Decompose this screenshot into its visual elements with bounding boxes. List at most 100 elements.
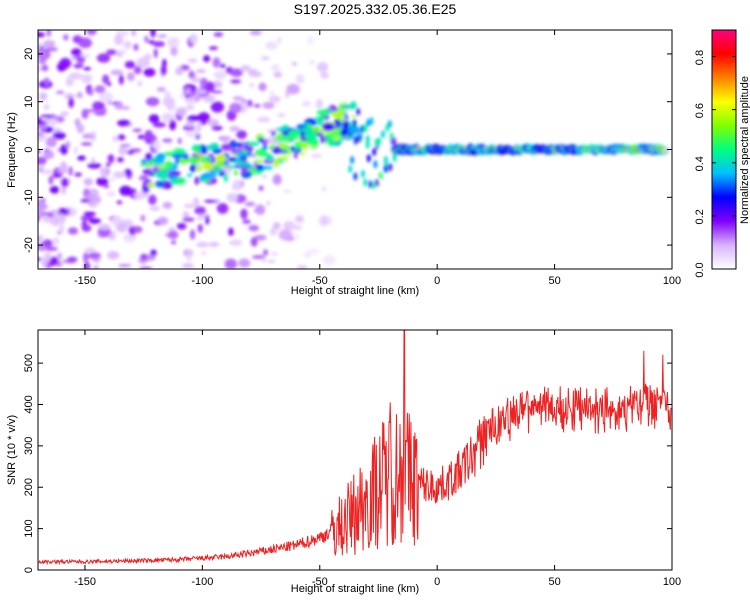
- spectrogram-blob: [275, 157, 289, 161]
- spectrogram-blob: [214, 163, 224, 168]
- spectrogram-blob: [273, 71, 283, 78]
- spectrogram-blob: [61, 185, 66, 195]
- spectrogram-blob: [279, 149, 289, 154]
- spectrogram-blob: [350, 156, 355, 165]
- spectrogram-blob: [323, 112, 329, 116]
- spectrogram-blob: [117, 134, 126, 141]
- spectrogram-blob: [116, 52, 123, 58]
- spectrogram-blob: [266, 201, 271, 206]
- spectrogram-blob: [200, 178, 212, 182]
- spectrogram-blob: [52, 173, 62, 179]
- spectrogram-blob: [177, 137, 182, 145]
- spectrogram-blob: [258, 185, 264, 191]
- spectrogram-blob: [262, 102, 275, 109]
- spectrogram-blob: [38, 58, 47, 65]
- spectrogram-blob: [96, 177, 109, 186]
- spectrogram-blob: [107, 154, 115, 164]
- spectrogram-blob: [40, 114, 55, 119]
- spectrogram-blob: [49, 185, 60, 194]
- spectrogram-blob: [342, 121, 351, 128]
- spectrogram-blob: [169, 119, 177, 131]
- spectrogram-blob: [196, 241, 209, 248]
- spectrogram-blob: [60, 144, 68, 155]
- spectrogram-blob: [94, 85, 106, 94]
- spectrogram-blob: [333, 128, 342, 132]
- spectrogram-blob: [44, 77, 50, 87]
- spectrogram-blob: [197, 223, 204, 233]
- spectrogram-blob: [240, 64, 251, 72]
- spectrogram-blob: [201, 156, 213, 162]
- spectrogram-blob: [48, 175, 54, 185]
- snr-ytick-label: 300: [23, 437, 35, 455]
- spectrogram-blob: [157, 34, 168, 38]
- spectrogram-blob: [83, 177, 93, 186]
- spectrogram-blob: [74, 172, 82, 177]
- spectrogram-blob: [63, 34, 69, 41]
- spectrogram-blob: [38, 31, 46, 38]
- snr-xtick-label: -150: [74, 576, 96, 588]
- spectrogram-blob: [88, 218, 102, 225]
- spectrogram-blob: [347, 126, 362, 135]
- spectrogram-blob: [83, 252, 89, 263]
- spectrogram-blob: [144, 129, 154, 141]
- spectrogram-blob: [234, 164, 241, 169]
- spectrogram-blob: [224, 258, 238, 269]
- spectrogram-blob: [338, 110, 345, 118]
- spectrogram-blob: [291, 61, 298, 66]
- spectrogram-blob: [254, 204, 266, 215]
- spectrogram-blob: [188, 156, 199, 164]
- spectrogram-blob: [295, 74, 305, 84]
- spectrogram-blob: [142, 184, 150, 194]
- spectrogram-blob: [67, 256, 78, 263]
- spectrogram-ytick-label: 20: [23, 48, 35, 60]
- spectrogram-blob: [330, 111, 339, 116]
- spectrogram-blob: [137, 80, 143, 87]
- snr-series-line: [38, 330, 672, 566]
- spectrogram-blob: [52, 236, 60, 246]
- spectrogram-blob: [228, 227, 234, 237]
- spectrogram-blob: [118, 74, 124, 85]
- spectrogram-blob: [182, 211, 190, 220]
- spectrogram-blob: [223, 160, 230, 166]
- spectrogram-blob: [241, 172, 250, 179]
- spectrogram-blob: [143, 53, 153, 60]
- spectrogram-blob: [350, 101, 357, 110]
- spectrogram-blob: [94, 111, 107, 116]
- spectrogram-blob: [150, 30, 156, 38]
- spectrogram-blob: [196, 216, 204, 221]
- spectrogram-blob: [176, 107, 188, 117]
- spectrogram-blob: [238, 258, 251, 268]
- spectrogram-blob: [161, 112, 175, 123]
- spectrogram-blob: [236, 130, 247, 140]
- spectrogram-blob: [132, 226, 143, 234]
- spectrogram-blob: [381, 130, 386, 139]
- spectrogram-blob: [185, 88, 192, 95]
- spectrogram-blob: [133, 192, 143, 198]
- spectrogram-blob: [46, 30, 51, 37]
- spectrogram-blob: [365, 135, 370, 144]
- spectrogram-blob: [182, 262, 194, 269]
- spectrogram-blob: [38, 149, 42, 154]
- spectrogram-blob: [323, 254, 336, 266]
- spectrogram-blob: [41, 258, 48, 268]
- spectrogram-blob: [258, 82, 267, 92]
- spectrogram-blob: [118, 146, 128, 156]
- spectrogram-blob: [339, 104, 353, 110]
- spectrogram-blob: [186, 115, 201, 122]
- spectrogram-blob: [310, 153, 323, 158]
- spectrogram-blob: [147, 40, 155, 44]
- spectrogram-blob: [333, 119, 341, 125]
- spectrogram-blob: [388, 163, 393, 172]
- spectrogram-blob: [262, 249, 269, 256]
- spectrogram-blob: [324, 108, 333, 113]
- spectrogram-blob: [57, 207, 69, 217]
- spectrogram-blob: [319, 215, 330, 226]
- spectrogram-blob: [196, 89, 208, 95]
- spectrogram-blob: [117, 119, 131, 127]
- spectrogram-blob: [109, 178, 115, 182]
- spectrogram-blob: [123, 40, 132, 50]
- spectrogram-blob: [270, 64, 280, 71]
- spectrogram-blob: [67, 227, 79, 235]
- spectrogram-blob: [186, 105, 195, 110]
- snr-ylabel: SNR (10 * v/v): [6, 415, 18, 485]
